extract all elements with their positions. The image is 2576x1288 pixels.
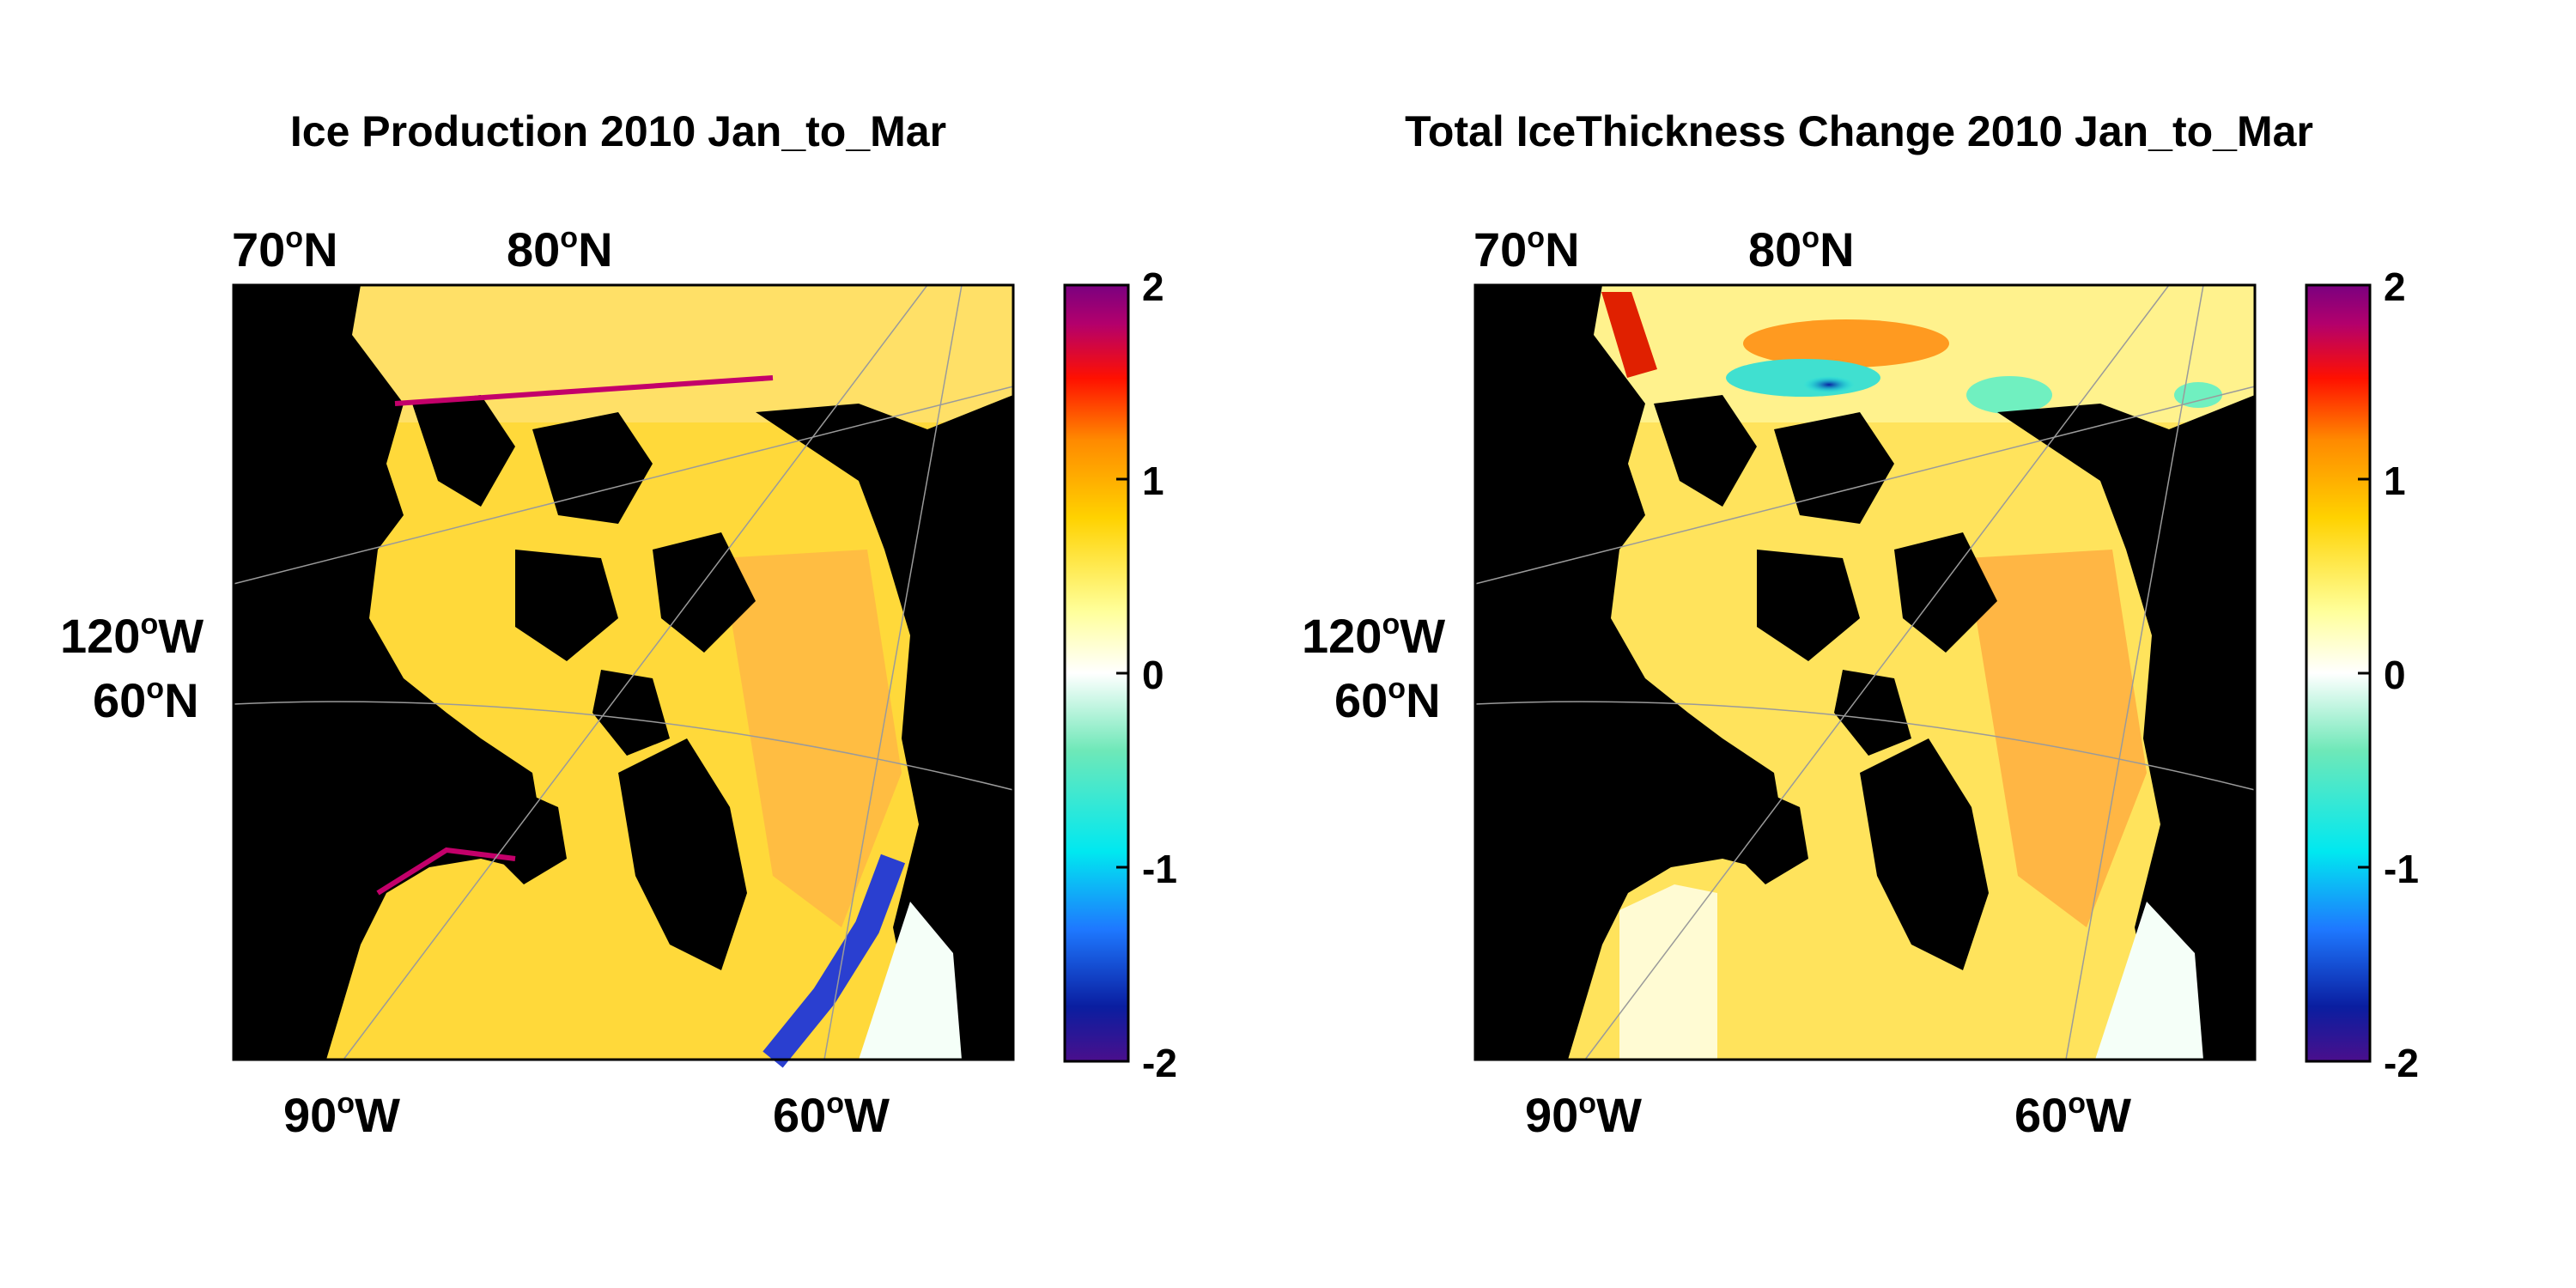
label-90w: 90oW: [1525, 1087, 1642, 1142]
negative-patch-2: [2174, 382, 2222, 408]
colorbar-tick-2: 2: [1142, 264, 1164, 309]
graticule: [1474, 284, 2256, 1060]
colorbar-tick-minus1: -1: [2384, 847, 2419, 891]
island-4: [592, 670, 670, 756]
colorbar-tick-minus2: -2: [1142, 1041, 1177, 1085]
colorbar-tick-0: 0: [2384, 653, 2406, 697]
beaufort-positive: [1601, 292, 1657, 378]
open-water-southeast: [2095, 902, 2203, 1060]
greenland: [1997, 395, 2255, 1060]
central-arctic-positive: [1743, 319, 1949, 368]
mainland-canada-west: [234, 285, 541, 1060]
colorbar-tick-2: 2: [2384, 264, 2406, 309]
map-frame: [232, 283, 1015, 1061]
greenland: [756, 395, 1013, 1060]
graticule: [233, 284, 1014, 1060]
panel-title: Total IceThickness Change 2010 Jan_to_Ma…: [1405, 107, 2313, 155]
label-60w: 60oW: [773, 1087, 890, 1142]
negative-patch-1: [1966, 376, 2052, 414]
quebec-peninsula: [1860, 738, 1989, 970]
baffin-bay-ice: [721, 550, 902, 927]
mainland-canada-west: [1475, 285, 1783, 1060]
colorbar: 2 1 0 -1 -2: [1063, 264, 1177, 1085]
hudson-bay-ice: [1619, 884, 1717, 1060]
coastal-polynya-north: [394, 375, 774, 406]
panel-ice-thickness-change: Total IceThickness Change 2010 Jan_to_Ma…: [1302, 107, 2419, 1142]
island-1: [1654, 395, 1757, 507]
label-60n: 60oN: [93, 672, 199, 727]
label-80n: 80oN: [1748, 222, 1855, 276]
lincoln-sea-negative: [1726, 359, 1880, 397]
island-2: [532, 412, 653, 524]
coastal-polynya-hudson: [376, 847, 516, 896]
baffin-island: [1894, 532, 1997, 653]
colorbar-tick-1: 1: [2384, 459, 2406, 503]
map-ice-production: [232, 283, 1015, 1068]
island-3: [515, 550, 618, 661]
lincoln-sea-strong-negative: [1803, 376, 1855, 393]
label-60w: 60oW: [2014, 1087, 2131, 1142]
colorbar: 2 1 0 -1 -2: [2305, 264, 2419, 1085]
label-70n: 70oN: [232, 222, 338, 276]
label-80n: 80oN: [507, 222, 613, 276]
island-4: [1834, 670, 1911, 756]
panel-title: Ice Production 2010 Jan_to_Mar: [290, 107, 946, 155]
label-120w: 120oW: [1302, 608, 1445, 663]
label-90w: 90oW: [283, 1087, 400, 1142]
panel-ice-production: Ice Production 2010 Jan_to_Mar: [60, 107, 1177, 1142]
label-60n: 60oN: [1334, 672, 1441, 727]
colorbar-tick-0: 0: [1142, 653, 1164, 697]
map-frame: [1473, 283, 2257, 1061]
island-5: [1722, 773, 1808, 884]
island-1: [412, 395, 515, 507]
label-70n: 70oN: [1473, 222, 1580, 276]
labrador-sea-negative: [762, 854, 906, 1068]
island-3: [1757, 550, 1860, 661]
colorbar-tick-1: 1: [1142, 459, 1164, 503]
map-ice-thickness-change: [1473, 283, 2257, 1061]
island-2: [1774, 412, 1894, 524]
baffin-bay-ice: [1966, 550, 2147, 927]
label-120w: 120oW: [60, 608, 204, 663]
open-water-southeast: [859, 902, 962, 1060]
colorbar-tick-minus1: -1: [1142, 847, 1177, 891]
quebec-peninsula: [618, 738, 747, 970]
colorbar-tick-minus2: -2: [2384, 1041, 2419, 1085]
baffin-island: [653, 532, 756, 653]
